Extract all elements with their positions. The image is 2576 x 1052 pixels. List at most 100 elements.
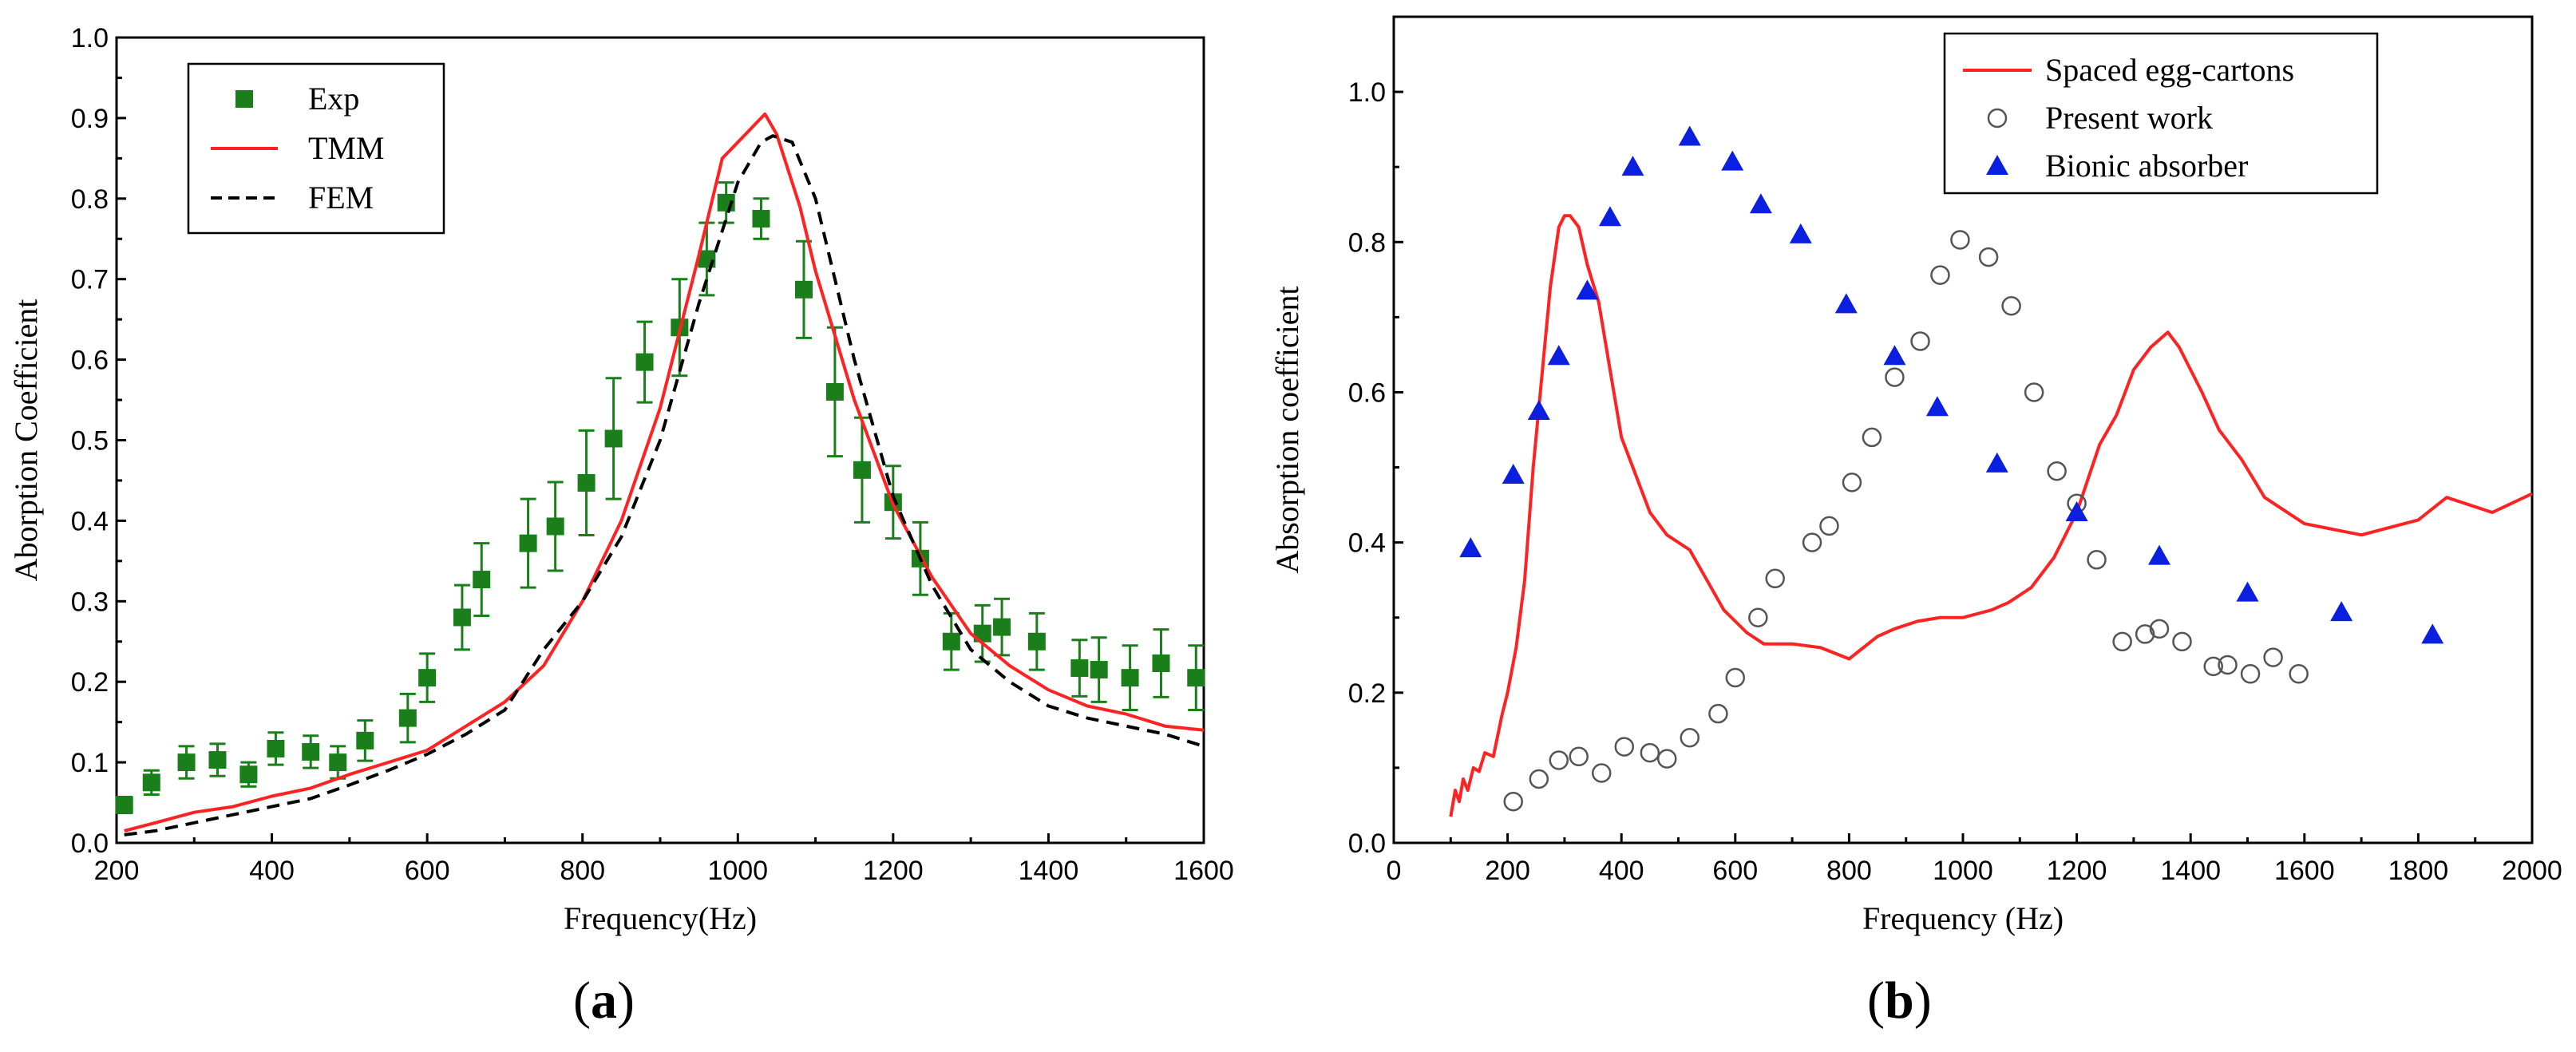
data-point — [2024, 382, 2044, 402]
data-point — [1819, 516, 1839, 536]
legend-label: TMM — [308, 130, 385, 166]
data-point — [1656, 749, 1677, 769]
legend-box — [1943, 32, 2379, 195]
x-tick-label: 1400 — [2160, 856, 2221, 886]
data-point — [604, 429, 623, 448]
data-point — [2421, 623, 2444, 644]
data-point — [1591, 763, 1612, 783]
data-point — [1576, 279, 1599, 300]
data-point — [1749, 193, 1772, 214]
data-point — [2112, 631, 2132, 652]
x-tick-label: 1000 — [1933, 856, 1993, 886]
data-point — [2087, 550, 2107, 570]
legend-label: FEM — [308, 180, 374, 216]
y-tick-label: 0.0 — [1348, 829, 1386, 859]
data-point — [2203, 656, 2223, 677]
data-point — [1950, 230, 1970, 250]
data-point — [2001, 296, 2021, 316]
data-point — [1090, 661, 1108, 679]
y-tick-label: 0.3 — [71, 587, 109, 617]
y-tick-label: 0.6 — [71, 346, 109, 376]
x-tick-label: 400 — [1599, 856, 1644, 886]
data-point — [1930, 265, 1950, 285]
x-tick-label: 1600 — [2274, 856, 2335, 886]
data-point — [1678, 125, 1701, 146]
data-point — [398, 709, 417, 727]
data-point — [2147, 544, 2170, 565]
data-point — [2330, 601, 2353, 622]
data-point — [577, 473, 596, 492]
data-point — [1529, 769, 1549, 789]
y-tick-label: 0.4 — [71, 506, 109, 536]
data-point — [1862, 427, 1882, 448]
data-point — [418, 669, 437, 687]
legend-symbol — [1986, 155, 2008, 175]
y-tick-label: 0.7 — [71, 265, 109, 295]
data-point — [1569, 746, 1589, 767]
series-line-fem — [124, 134, 1205, 836]
data-point — [1789, 223, 1812, 243]
data-point — [1070, 659, 1089, 678]
data-point — [115, 796, 133, 814]
y-axis-title: Absorption coefficient — [1269, 286, 1305, 573]
y-tick-label: 0.1 — [71, 748, 109, 778]
data-point — [1708, 703, 1728, 724]
data-point — [794, 280, 813, 299]
data-point — [752, 210, 770, 228]
data-point — [519, 534, 537, 552]
data-point — [2149, 619, 2170, 639]
legend-label: Exp — [308, 81, 359, 117]
x-tick-label: 400 — [249, 856, 295, 886]
data-point — [1721, 150, 1744, 171]
data-point — [2240, 664, 2261, 684]
data-point — [329, 753, 347, 772]
data-point — [1680, 728, 1700, 748]
data-point — [2047, 461, 2067, 481]
chart-a: 200 400 600 800 1000 1200 1400 1600 0.0 0.1 0.2 0.3… — [8, 23, 1234, 936]
y-tick-label: 0.6 — [1348, 378, 1386, 408]
data-point — [1187, 669, 1205, 687]
data-point — [208, 751, 227, 769]
panel-b-label: (b) — [1867, 971, 1932, 1030]
y-tick-label: 0.9 — [71, 104, 109, 134]
x-tick-label: 600 — [1712, 856, 1758, 886]
data-point — [1152, 654, 1170, 672]
data-point — [1842, 473, 1862, 492]
data-point — [1621, 156, 1644, 176]
data-point — [1885, 367, 1905, 387]
data-point — [302, 742, 320, 761]
data-point — [267, 739, 285, 757]
x-tick-label: 1200 — [2047, 856, 2107, 886]
data-point — [1549, 750, 1569, 770]
x-tick-label: 1800 — [2388, 856, 2449, 886]
data-point — [356, 731, 374, 749]
x-tick-label: 1600 — [1173, 856, 1234, 886]
y-tick-label: 0.2 — [1348, 678, 1386, 709]
data-point — [853, 461, 871, 479]
y-tick-label: 0.4 — [1348, 528, 1386, 559]
data-point — [993, 618, 1011, 636]
data-point — [2135, 624, 2155, 644]
chart-b: 0 200 400 600 800 1000 1200 1400 1600 1800 2000 0.0… — [1269, 15, 2562, 936]
data-point — [2218, 655, 2238, 675]
data-point — [1502, 463, 1525, 484]
data-point — [2172, 631, 2192, 652]
data-point — [1614, 737, 1635, 757]
panel-a-label: (a) — [573, 971, 635, 1030]
y-tick-label: 0.0 — [71, 829, 109, 859]
data-point — [2065, 501, 2088, 521]
x-tick-label: 200 — [1485, 856, 1530, 886]
data-point — [2263, 647, 2283, 667]
y-tick-label: 1.0 — [1348, 77, 1386, 108]
x-tick-label: 1200 — [863, 856, 924, 886]
y-tick-label: 0.5 — [71, 426, 109, 457]
y-tick-label: 0.8 — [71, 184, 109, 215]
x-tick-label: 1400 — [1019, 856, 1079, 886]
data-point — [1802, 532, 1822, 552]
data-point — [1925, 396, 1949, 417]
data-point — [1027, 632, 1046, 651]
data-point — [1978, 247, 1999, 267]
panel-b: 0 200 400 600 800 1000 1200 1400 1600 1800 2000 0.0… — [1245, 0, 2576, 1052]
data-point — [1121, 669, 1139, 687]
x-tick-label: 200 — [94, 856, 140, 886]
